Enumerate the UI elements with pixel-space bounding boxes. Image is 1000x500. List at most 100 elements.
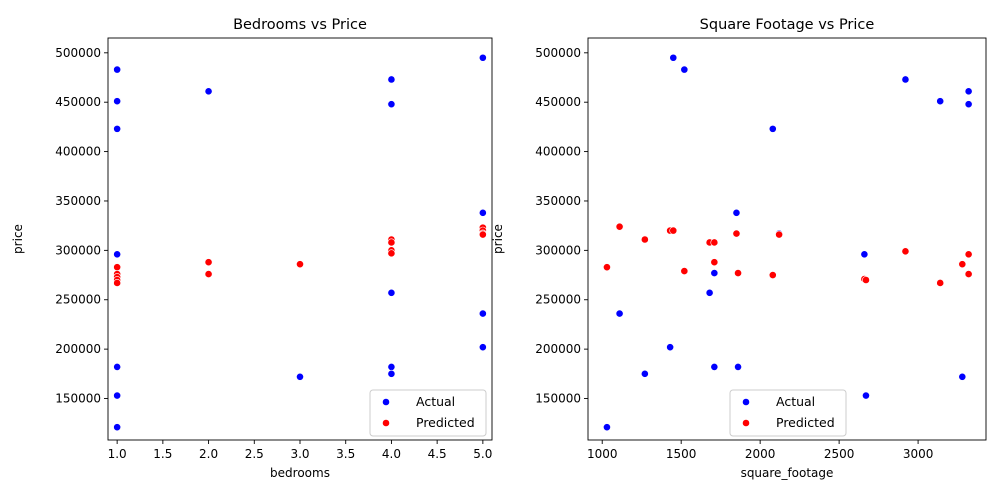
legend-label-actual: Actual xyxy=(416,394,455,409)
scatter-point-actual xyxy=(478,53,487,62)
scatter-point-predicted xyxy=(204,258,213,267)
legend-marker-predicted xyxy=(742,419,750,427)
scatter-point-actual xyxy=(204,87,213,96)
scatter-point-actual xyxy=(387,288,396,297)
scatter-point-actual xyxy=(387,363,396,371)
scatter-point-predicted xyxy=(640,235,649,244)
chart-panel-2: Square Footage vs Price 1000 1500 2000 2500 3… xyxy=(491,17,987,480)
y-tick-label: 150000 xyxy=(55,392,101,406)
scatter-point-predicted xyxy=(204,270,213,278)
series-predicted xyxy=(603,222,973,287)
x-tick-label: 1.5 xyxy=(153,447,172,461)
scatter-point-actual xyxy=(666,343,675,352)
scatter-point-actual xyxy=(478,309,487,318)
scatter-point-actual xyxy=(478,208,487,217)
scatter-point-actual xyxy=(387,100,396,109)
y-axis-label: price xyxy=(11,224,25,254)
scatter-point-predicted xyxy=(901,247,910,256)
y-axis-label: price xyxy=(491,224,505,254)
scatter-point-actual xyxy=(387,369,396,378)
scatter-point-predicted xyxy=(862,276,870,284)
scatter-point-predicted xyxy=(387,249,396,258)
legend-marker-predicted xyxy=(382,419,390,427)
y-tick-label: 300000 xyxy=(55,243,101,257)
scatter-point-predicted xyxy=(710,238,719,247)
scatter-point-actual xyxy=(732,208,741,217)
x-tick-label: 3.0 xyxy=(290,447,309,461)
x-tick-label: 4.0 xyxy=(382,447,401,461)
chart-title: Square Footage vs Price xyxy=(700,17,875,33)
series-actual xyxy=(113,53,487,432)
scatter-point-actual xyxy=(862,391,870,400)
chart-panel-1: Bedrooms vs Price 1.0 1.5 2.0 2.5 3.0 3.5 4.0 4.… xyxy=(11,17,493,480)
scatter-point-predicted xyxy=(958,260,967,269)
scatter-point-actual xyxy=(680,65,689,74)
scatter-point-actual xyxy=(705,288,714,297)
x-tick-label: 2.5 xyxy=(245,447,264,461)
y-tick-label: 300000 xyxy=(535,243,581,257)
scatter-point-actual xyxy=(478,343,487,352)
scatter-point-actual xyxy=(964,87,973,96)
y-tick-label: 500000 xyxy=(535,46,581,60)
scatter-point-actual xyxy=(640,369,649,378)
scatter-point-predicted xyxy=(964,250,973,259)
y-tick-label: 400000 xyxy=(535,145,581,159)
x-tick-label: 2500 xyxy=(824,447,855,461)
x-tick-label: 3.5 xyxy=(336,447,355,461)
scatter-point-actual xyxy=(615,309,624,318)
scatter-point-predicted xyxy=(615,222,624,231)
scatter-point-predicted xyxy=(680,267,689,276)
scatter-point-actual xyxy=(669,53,678,62)
series-predicted xyxy=(113,223,487,287)
y-tick-label: 200000 xyxy=(535,342,581,356)
scatter-point-actual xyxy=(860,250,869,259)
x-tick-label: 2000 xyxy=(745,447,776,461)
x-tick-label: 1.0 xyxy=(108,447,127,461)
scatter-point-actual xyxy=(113,423,122,432)
y-tick-label: 450000 xyxy=(55,95,101,109)
scatter-point-actual xyxy=(113,97,122,106)
scatter-point-predicted xyxy=(775,230,784,239)
legend-marker-actual xyxy=(742,398,750,406)
scatter-point-actual xyxy=(936,97,945,106)
legend: Actual Predicted xyxy=(369,389,487,437)
legend-label-predicted: Predicted xyxy=(416,415,475,430)
scatter-point-actual xyxy=(113,124,122,133)
chart-title: Bedrooms vs Price xyxy=(233,17,367,33)
y-tick-label: 200000 xyxy=(55,342,101,356)
scatter-point-actual xyxy=(387,75,396,84)
scatter-point-actual xyxy=(113,363,122,371)
x-tick-label: 1000 xyxy=(587,447,618,461)
legend-label-actual: Actual xyxy=(776,394,815,409)
scatter-point-actual xyxy=(901,75,910,84)
scatter-point-predicted xyxy=(113,263,122,272)
scatter-point-predicted xyxy=(732,229,741,238)
scatter-point-actual xyxy=(958,372,967,381)
y-tick-label: 450000 xyxy=(535,95,581,109)
scatter-point-actual xyxy=(296,372,304,381)
x-tick-label: 4.5 xyxy=(428,447,447,461)
scatter-point-actual xyxy=(710,269,719,277)
x-tick-label: 1500 xyxy=(666,447,697,461)
scatter-point-predicted xyxy=(296,260,304,269)
scatter-point-predicted xyxy=(710,258,719,267)
scatter-point-predicted xyxy=(734,269,742,277)
scatter-point-predicted xyxy=(478,230,487,239)
scatter-point-predicted xyxy=(603,263,611,272)
plot-area xyxy=(587,37,987,441)
x-tick-label: 3000 xyxy=(903,447,934,461)
scatter-point-predicted xyxy=(113,279,122,287)
y-tick-label: 250000 xyxy=(535,293,581,307)
scatter-point-actual xyxy=(603,423,611,432)
x-axis-label: square_footage xyxy=(741,466,834,480)
y-tick-label: 500000 xyxy=(55,46,101,60)
y-tick-label: 250000 xyxy=(55,293,101,307)
y-tick-label: 150000 xyxy=(535,392,581,406)
scatter-point-actual xyxy=(768,124,777,133)
scatter-point-predicted xyxy=(387,238,396,247)
scatter-point-actual xyxy=(964,100,973,109)
scatter-point-predicted xyxy=(936,279,945,287)
y-tick-label: 350000 xyxy=(535,194,581,208)
scatter-point-predicted xyxy=(964,270,973,278)
y-tick-label: 350000 xyxy=(55,194,101,208)
